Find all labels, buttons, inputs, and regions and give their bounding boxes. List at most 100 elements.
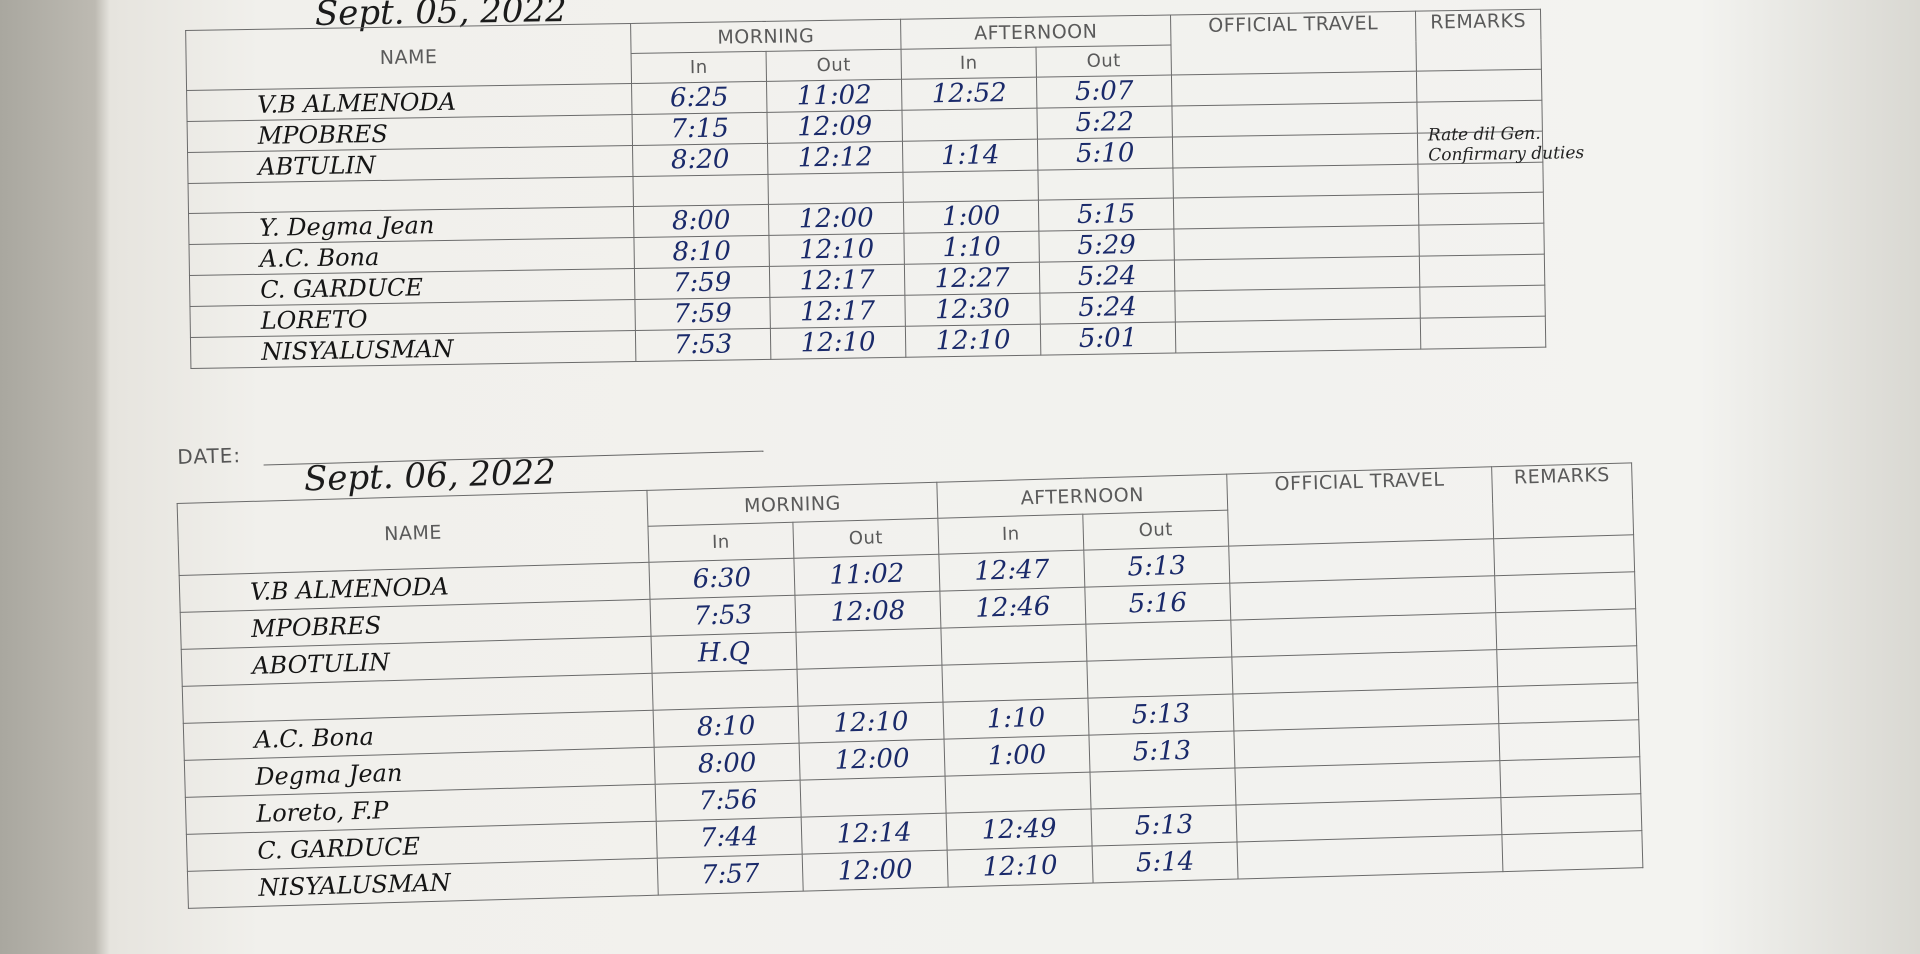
header-in-2: In xyxy=(901,47,1037,80)
afternoon-out: 5:10 xyxy=(1037,137,1173,171)
header-out-2: Out xyxy=(1035,45,1172,78)
afternoon-out: 5:24 xyxy=(1039,259,1175,294)
morning-in: 7:57 xyxy=(657,854,804,896)
morning-out: 12:14 xyxy=(801,813,948,855)
morning-out: 12:12 xyxy=(767,141,903,175)
remarks xyxy=(1495,608,1637,650)
header-morning: MORNING xyxy=(630,19,902,54)
afternoon-out xyxy=(1085,620,1232,662)
remark-text: Rate dil Gen. Confirmary duties xyxy=(1427,123,1585,166)
morning-in: 8:10 xyxy=(633,235,770,269)
official-travel xyxy=(1171,71,1417,107)
header-out-1: Out xyxy=(792,518,939,559)
afternoon-out xyxy=(1089,768,1236,810)
remarks xyxy=(1497,682,1639,724)
morning-in: 8:00 xyxy=(633,204,769,238)
blank-cell xyxy=(652,669,799,711)
morning-out xyxy=(800,776,947,818)
afternoon-in: 1:00 xyxy=(903,200,1039,234)
morning-in: 7:56 xyxy=(655,780,802,822)
attendance-table: NAME MORNING AFTERNOON OFFICIAL TRAVEL REMAR… xyxy=(177,462,1644,909)
header-afternoon: AFTERNOON xyxy=(900,15,1171,50)
date-label: DATE: xyxy=(176,443,242,469)
remarks xyxy=(1419,254,1545,288)
remarks xyxy=(1418,192,1544,226)
header-remarks: REMARKS xyxy=(1491,462,1634,539)
blank-cell xyxy=(797,665,943,707)
header-official-travel: OFFICIAL TRAVEL xyxy=(1170,11,1417,76)
official-travel xyxy=(1236,834,1503,879)
header-in-1: In xyxy=(631,51,767,84)
remarks xyxy=(1416,69,1542,103)
morning-out: 12:17 xyxy=(769,295,906,329)
afternoon-out: 5:15 xyxy=(1038,197,1174,232)
official-travel xyxy=(1173,225,1420,260)
official-travel xyxy=(1174,256,1420,291)
remarks xyxy=(1499,756,1641,798)
afternoon-in: 12:52 xyxy=(901,77,1037,111)
afternoon-in: 12:47 xyxy=(938,550,1085,592)
blank-cell xyxy=(1496,645,1638,687)
morning-in: H.Q xyxy=(651,632,798,674)
morning-out: 12:00 xyxy=(768,202,904,236)
afternoon-out: 5:14 xyxy=(1092,842,1239,884)
blank-cell xyxy=(902,170,1039,203)
blank-cell xyxy=(1172,164,1419,198)
blank-cell xyxy=(1417,162,1544,195)
blank-cell xyxy=(941,661,1088,703)
afternoon-in: 1:00 xyxy=(944,735,1090,777)
morning-out: 11:02 xyxy=(793,554,940,596)
afternoon-in xyxy=(901,108,1038,142)
afternoon-in: 12:10 xyxy=(947,846,1094,888)
afternoon-in: 12:46 xyxy=(939,587,1086,629)
afternoon-in: 1:10 xyxy=(903,231,1040,265)
morning-out: 12:10 xyxy=(798,702,945,744)
header-in-2: In xyxy=(937,514,1084,555)
afternoon-in xyxy=(945,772,1092,814)
remarks xyxy=(1420,316,1546,350)
header-out-1: Out xyxy=(766,49,902,82)
afternoon-out: 5:13 xyxy=(1091,805,1237,847)
morning-out: 11:02 xyxy=(766,79,902,113)
remarks xyxy=(1418,223,1545,257)
attendance-table: NAME MORNING AFTERNOON OFFICIAL TRAVEL REMAR… xyxy=(185,9,1584,369)
morning-out: 12:09 xyxy=(766,110,903,144)
afternoon-in xyxy=(940,624,1087,666)
date: Sept. 06, 2022 xyxy=(303,452,557,500)
afternoon-out: 5:13 xyxy=(1087,694,1234,736)
remarks xyxy=(1500,793,1642,835)
afternoon-out: 5:22 xyxy=(1036,106,1173,140)
afternoon-out: 5:24 xyxy=(1039,290,1176,325)
morning-in: 7:53 xyxy=(635,328,771,362)
header-name: NAME xyxy=(177,490,649,576)
morning-out: 12:17 xyxy=(769,264,905,298)
employee-name: NISYALUSMAN xyxy=(190,330,636,369)
official-travel xyxy=(1175,318,1421,353)
header-name: NAME xyxy=(185,23,632,91)
official-travel xyxy=(1172,133,1418,169)
remarks xyxy=(1493,534,1635,576)
blank-cell xyxy=(1037,168,1174,201)
morning-in: 8:10 xyxy=(653,706,800,748)
morning-in: 7:15 xyxy=(632,112,768,146)
blank-cell xyxy=(632,174,769,207)
morning-in: 7:53 xyxy=(649,595,796,637)
morning-out: 12:08 xyxy=(794,591,941,633)
morning-out: 12:00 xyxy=(799,739,946,781)
morning-in: 7:59 xyxy=(634,266,770,300)
header-remarks: REMARKS xyxy=(1415,9,1542,72)
morning-out: 12:00 xyxy=(802,850,949,892)
morning-in: 7:44 xyxy=(656,817,803,859)
afternoon-in: 1:10 xyxy=(942,698,1089,740)
afternoon-out: 5:13 xyxy=(1083,546,1230,588)
afternoon-out: 5:13 xyxy=(1088,731,1235,773)
blank-cell xyxy=(767,172,904,205)
afternoon-in: 12:49 xyxy=(946,809,1093,851)
morning-in: 8:00 xyxy=(654,743,801,785)
header-in-1: In xyxy=(647,522,794,563)
remarks: Rate dil Gen. Confirmary duties xyxy=(1417,124,1584,165)
afternoon-in: 12:27 xyxy=(904,262,1040,296)
official-travel xyxy=(1173,194,1419,229)
afternoon-in: 1:14 xyxy=(902,139,1038,173)
